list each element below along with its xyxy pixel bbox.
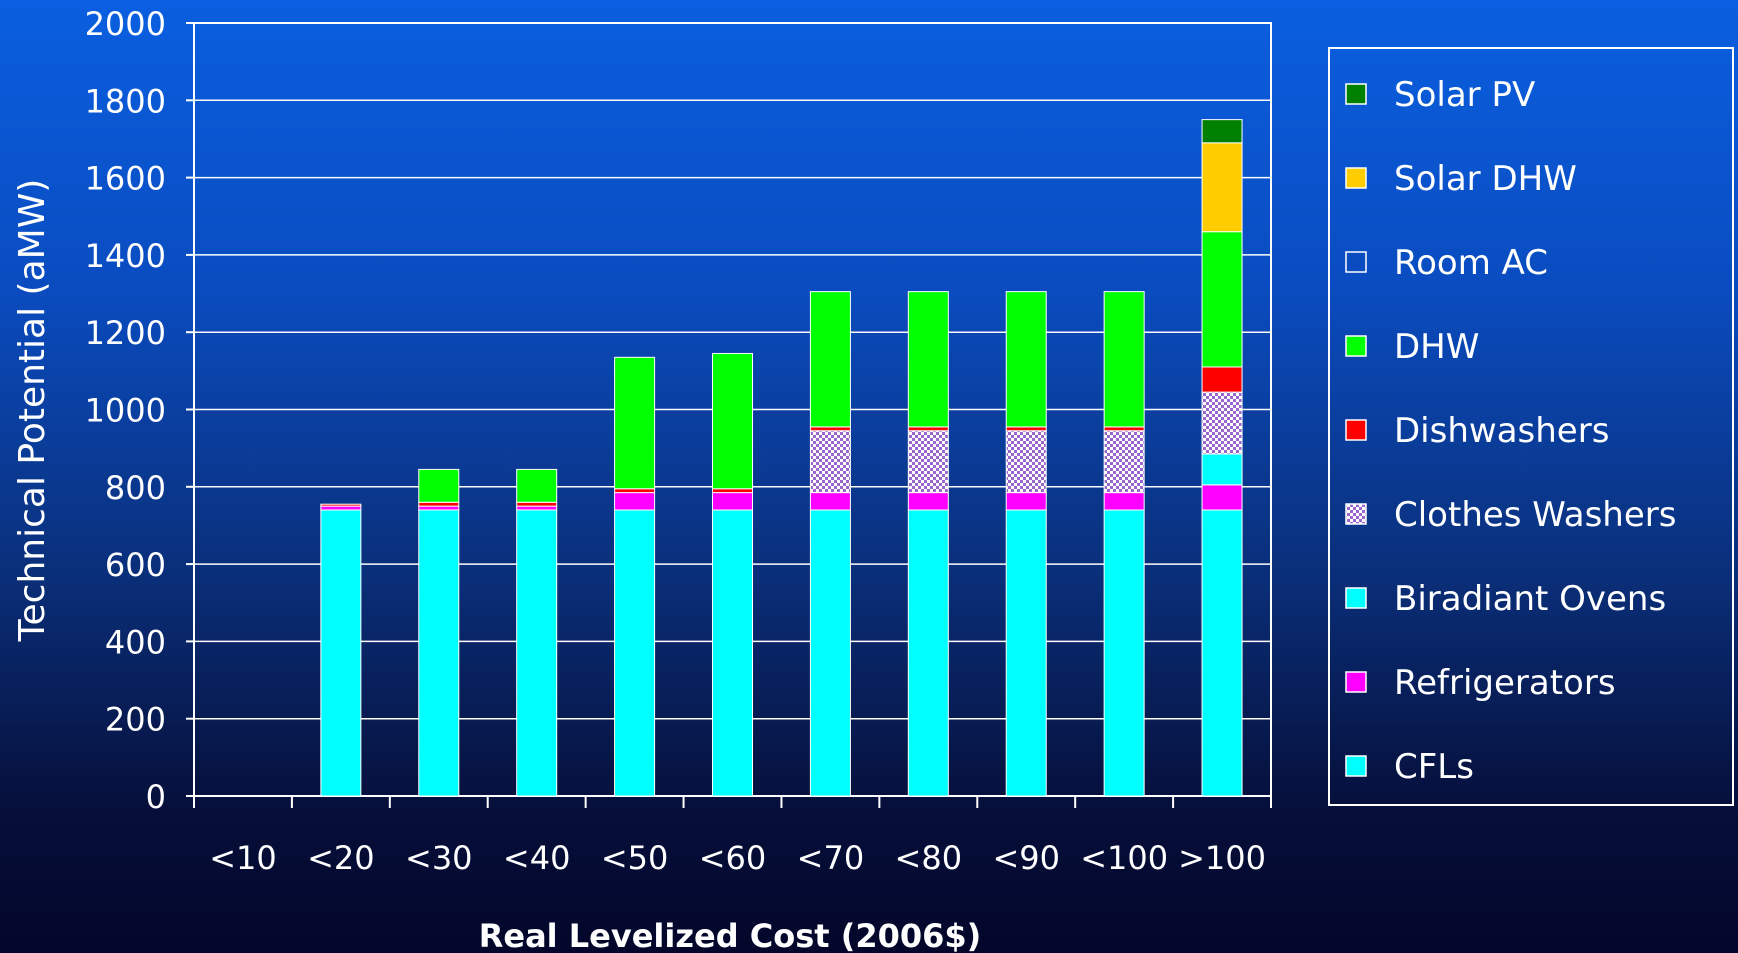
y-tick-label: 400	[105, 623, 166, 661]
bar-segment-cfls	[1103, 509, 1145, 797]
legend-label: Room AC	[1394, 243, 1548, 283]
legend-swatch	[1345, 755, 1367, 777]
bar-segment-solar-dhw	[1201, 142, 1243, 233]
bar-segment-dhw	[809, 291, 851, 428]
y-tick-label: 1600	[85, 160, 166, 198]
legend-label: Solar DHW	[1394, 159, 1577, 199]
bar-segment-refrigerators	[614, 492, 656, 511]
legend-swatch	[1345, 419, 1367, 441]
plot-area: 0 200 400 600 800 1000 1200 1400 1600 1800 2000 <1…	[85, 5, 1272, 877]
x-tick-label: >100	[1178, 839, 1266, 877]
bar-segment-cfls	[516, 509, 558, 797]
bar-segment-refrigerators	[1201, 484, 1243, 511]
bar-segment-refrigerators	[809, 492, 851, 511]
bar-segment-dhw	[614, 356, 656, 490]
legend-swatch	[1345, 251, 1367, 273]
bar-segment-dishwashers	[320, 503, 362, 507]
bar-segment-refrigerators	[1005, 492, 1047, 511]
bar-segment-dishwashers	[1103, 426, 1145, 432]
y-tick-label: 2000	[85, 5, 166, 43]
x-tick-label: <60	[699, 839, 767, 877]
legend-swatch	[1345, 503, 1367, 525]
legend-items: Solar PV Solar DHW Room AC DHW Dishwashers Cl…	[1345, 75, 1676, 787]
bar-segment-dhw	[516, 468, 558, 503]
x-axis-title: Real Levelized Cost (2006$)	[479, 917, 982, 953]
bar-segment-dhw	[712, 352, 753, 490]
bar-segment-cfls	[712, 509, 753, 797]
y-tick-label: 1400	[85, 237, 166, 275]
x-tick-label: <30	[405, 839, 473, 877]
y-tick-label: 600	[105, 546, 166, 584]
x-tick-label: <10	[209, 839, 277, 877]
bar-segment-dishwashers	[516, 501, 558, 507]
bar-segment-clothes-washers	[1201, 391, 1243, 455]
x-tick-label: <100	[1080, 839, 1168, 877]
bar-segment-clothes-washers	[1103, 430, 1145, 494]
legend: Solar PV Solar DHW Room AC DHW Dishwashers Cl…	[1328, 47, 1734, 806]
legend-swatch	[1345, 335, 1367, 357]
legend-label: Refrigerators	[1394, 663, 1616, 703]
y-tick-label: 200	[105, 701, 166, 739]
legend-label: DHW	[1394, 327, 1479, 367]
bars	[320, 119, 1243, 797]
legend-label: CFLs	[1394, 747, 1474, 787]
y-tick-label: 800	[105, 469, 166, 507]
x-tick-label: <40	[503, 839, 571, 877]
y-tick-label: 1800	[85, 82, 166, 120]
y-tick-label: 0	[146, 778, 166, 816]
bar-segment-refrigerators	[418, 505, 460, 511]
bar-segment-clothes-washers	[809, 430, 851, 494]
bar-segment-dhw	[1103, 291, 1145, 428]
legend-swatch	[1345, 167, 1367, 189]
bar-segment-refrigerators	[516, 505, 558, 511]
x-axis-ticks: <10 <20 <30 <40 <50 <60 <70 <80 <90 <100 >100	[193, 796, 1272, 877]
legend-swatch	[1345, 587, 1367, 609]
bar-segment-clothes-washers	[907, 430, 949, 494]
y-axis-title: Technical Potential (aMW)	[12, 179, 53, 643]
y-tick-label: 1000	[85, 392, 166, 430]
bar-segment-refrigerators	[907, 492, 949, 511]
bar-segment-cfls	[1201, 509, 1243, 797]
y-axis-ticks: 0 200 400 600 800 1000 1200 1400 1600 1800 2000	[85, 5, 194, 816]
legend-label: Biradiant Ovens	[1394, 579, 1666, 619]
bar-segment-dhw	[907, 291, 949, 428]
bar-segment-dishwashers	[614, 488, 656, 494]
bar-segment-dishwashers	[809, 426, 851, 432]
legend-label: Dishwashers	[1394, 411, 1609, 451]
bar-segment-cfls	[320, 509, 362, 797]
legend-label: Solar PV	[1394, 75, 1535, 115]
legend-frame	[1328, 47, 1734, 806]
bar-segment-cfls	[418, 509, 460, 797]
bar-segment-cfls	[809, 509, 851, 797]
bar-segment-cfls	[907, 509, 949, 797]
bar-segment-clothes-washers	[1005, 430, 1047, 494]
bar-segment-dhw	[1005, 291, 1047, 428]
bar-segment-dhw	[1201, 231, 1243, 368]
bar-segment-refrigerators	[1103, 492, 1145, 511]
x-tick-label: <70	[797, 839, 865, 877]
bar-segment-cfls	[614, 509, 656, 797]
bar-segment-biradiant-ovens	[1201, 453, 1243, 486]
legend-swatch	[1345, 83, 1367, 105]
bar-segment-solar-pv	[1201, 119, 1243, 144]
bar-segment-dishwashers	[712, 488, 753, 494]
x-tick-label: <80	[895, 839, 963, 877]
x-tick-label: <20	[307, 839, 375, 877]
bar-segment-refrigerators	[712, 492, 753, 511]
bar-segment-dhw	[418, 468, 460, 503]
legend-swatch	[1345, 671, 1367, 693]
gridlines	[194, 99, 1271, 720]
bar-segment-dishwashers	[1005, 426, 1047, 432]
bar-segment-dishwashers	[418, 501, 460, 507]
x-tick-label: <50	[601, 839, 669, 877]
bar-segment-dishwashers	[907, 426, 949, 432]
bar-segment-refrigerators	[320, 505, 362, 511]
x-tick-label: <90	[992, 839, 1060, 877]
y-tick-label: 1200	[85, 314, 166, 352]
legend-label: Clothes Washers	[1394, 495, 1676, 535]
bar-segment-dishwashers	[1201, 366, 1243, 393]
bar-segment-cfls	[1005, 509, 1047, 797]
